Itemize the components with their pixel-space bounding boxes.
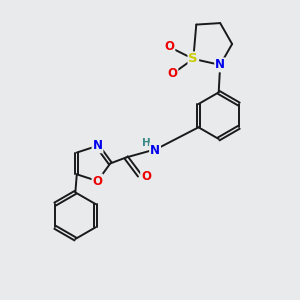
Text: H: H: [142, 138, 151, 148]
Text: N: N: [92, 139, 103, 152]
Text: O: O: [167, 68, 177, 80]
Text: O: O: [141, 170, 151, 183]
Text: O: O: [164, 40, 174, 53]
Text: N: N: [150, 143, 160, 157]
Text: S: S: [188, 52, 198, 65]
Text: O: O: [92, 175, 103, 188]
Text: N: N: [215, 58, 225, 71]
